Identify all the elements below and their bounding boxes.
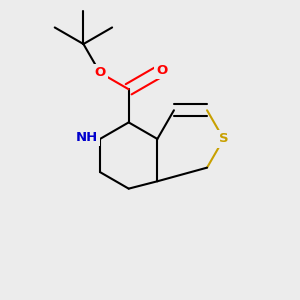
Text: NH: NH — [76, 130, 98, 144]
Text: O: O — [94, 66, 106, 79]
Text: O: O — [156, 64, 167, 77]
Text: S: S — [219, 133, 228, 146]
